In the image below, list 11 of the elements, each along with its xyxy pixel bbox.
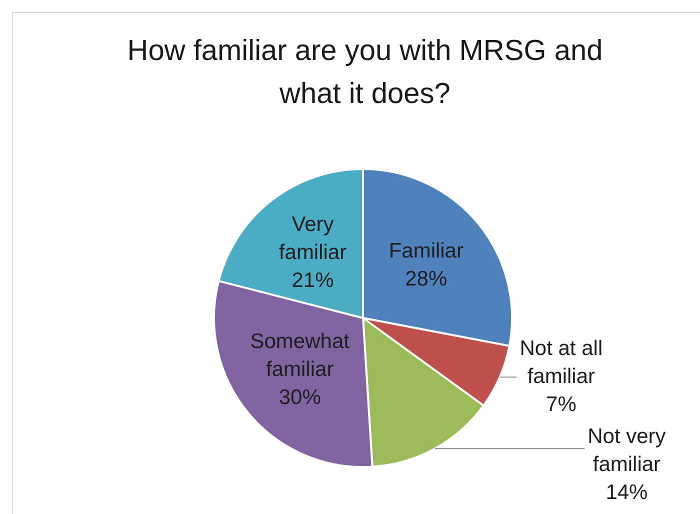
slice-label: Very familiar bbox=[278, 213, 347, 264]
data-label: 21% bbox=[292, 269, 334, 292]
data-label: 28% bbox=[405, 268, 448, 291]
slice-label: Not at all familiar bbox=[520, 336, 603, 388]
slice-label: Not very familiar bbox=[588, 424, 666, 476]
data-label: 30% bbox=[278, 386, 321, 410]
slice-label: Somewhat familiar bbox=[250, 330, 350, 382]
data-label: 14% bbox=[606, 480, 648, 504]
data-label: 7% bbox=[546, 392, 576, 416]
chart-title: How familiar are you with MRSG and what it does? bbox=[126, 34, 604, 112]
slice-label: Familiar bbox=[388, 240, 464, 263]
